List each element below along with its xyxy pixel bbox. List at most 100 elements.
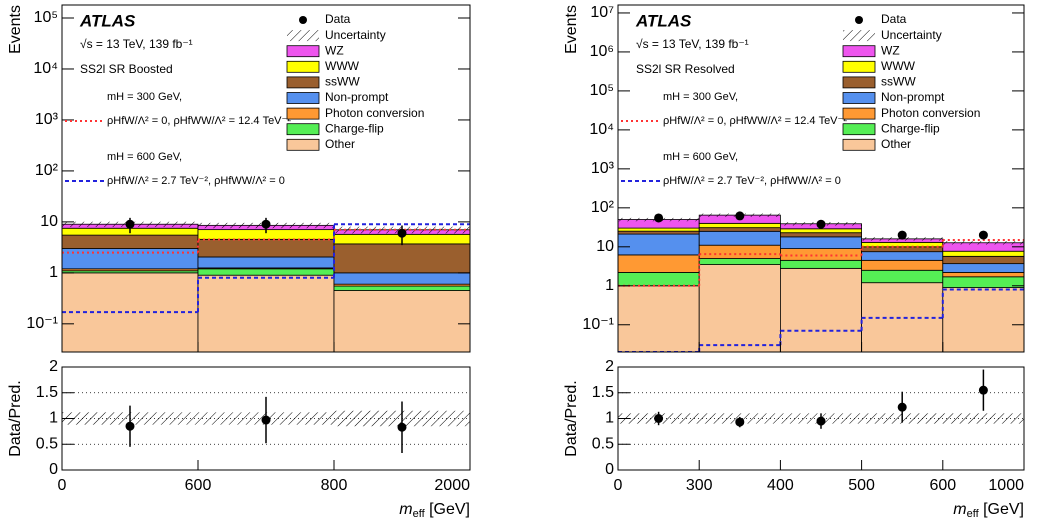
stack-segment [698, 244, 781, 259]
legend-label: Charge-flip [881, 121, 940, 135]
x-tick-label: 2000 [434, 477, 470, 494]
ratio-y-axis-label: Data/Pred. [7, 380, 24, 456]
stack-segment [333, 290, 470, 352]
y-axis-label: Events [563, 5, 580, 54]
signal-label: mH = 300 GeV, [107, 91, 182, 103]
y-tick-label: 2 [49, 358, 58, 375]
ratio-point [261, 415, 271, 425]
legend-swatch [842, 123, 876, 136]
stack-segment [942, 250, 1024, 257]
y-tick-label: 0.5 [592, 435, 614, 452]
x-tick-label: 400 [767, 477, 794, 494]
y-tick-label: 1 [605, 410, 614, 427]
y-tick-label: 10⁶ [590, 43, 614, 60]
signal-label: ρHfW/Λ² = 2.7 TeV⁻², ρHfWW/Λ² = 0 [107, 175, 285, 187]
data-point [978, 230, 988, 240]
x-label-unit: [GeV] [425, 501, 470, 518]
signal-label: mH = 300 GeV, [663, 91, 738, 103]
legend-label: Non-prompt [881, 90, 945, 104]
stack-segment [780, 259, 863, 269]
frame [61, 4, 471, 353]
legend-label: Photon conversion [325, 106, 424, 120]
stack-segment [62, 234, 199, 249]
legend-label: Other [325, 137, 355, 151]
y-tick-label: 10 [40, 213, 58, 230]
stack-segment [698, 230, 781, 246]
stack-segment [942, 255, 1024, 265]
stack-segment [942, 263, 1024, 273]
plot-area [618, 211, 1024, 352]
ratio-uncertainty-band [942, 413, 1024, 424]
data-point [261, 219, 271, 229]
x-label-symbol: m [399, 501, 412, 518]
stack-segment [618, 233, 700, 256]
legend-label: Non-prompt [325, 90, 389, 104]
legend-label: Data [325, 12, 351, 26]
legend-data-marker [855, 16, 863, 24]
experiment-label: ATLAS [635, 11, 692, 30]
legend-uncertainty-swatch [287, 30, 319, 42]
y-tick-label: 10⁵ [34, 9, 58, 26]
x-axis-label: meff [GeV] [953, 501, 1024, 520]
legend-swatch [842, 60, 876, 73]
stack-segment [698, 227, 781, 232]
x-tick-label: 0 [58, 477, 67, 494]
x-tick-label: 500 [848, 477, 875, 494]
stack-segment [333, 285, 470, 291]
stack-segment [197, 268, 335, 276]
ratio-y-axis-label: Data/Pred. [563, 380, 580, 456]
stack-segment [780, 232, 863, 238]
y-tick-label: 10⁴ [33, 60, 58, 77]
stack-segment [197, 238, 335, 258]
ratio-frame [617, 366, 1025, 471]
signal-label: mH = 600 GeV, [107, 151, 182, 163]
legend-swatch [286, 123, 320, 136]
legend-swatch [286, 76, 320, 89]
legend-label: WWW [881, 59, 916, 73]
stack-segment [861, 269, 944, 284]
x-label-subscript: eff [967, 508, 980, 520]
plot-area [62, 217, 470, 352]
signal-label: ρHfW/Λ² = 0, ρHfWW/Λ² = 12.4 TeV⁻² [107, 115, 291, 127]
x-axis-label: meff [GeV] [399, 501, 470, 520]
data-point [735, 211, 745, 221]
y-tick-label: 10⁴ [589, 121, 614, 138]
legend-swatch [842, 138, 876, 151]
ratio-point [897, 402, 907, 412]
energy-label: √s = 13 TeV, 139 fb⁻¹ [80, 37, 193, 51]
data-point [816, 219, 826, 229]
stack-segment [780, 228, 863, 234]
stack-segment [861, 282, 944, 352]
ratio-point [735, 417, 745, 427]
y-tick-label: 10⁻¹ [582, 316, 614, 333]
y-tick-label: 10⁵ [590, 82, 614, 99]
legend-swatch [286, 138, 320, 151]
stack-segment [942, 272, 1024, 278]
stack-segment [197, 274, 335, 352]
legend-label: Charge-flip [325, 121, 384, 135]
x-tick-label: 600 [185, 477, 212, 494]
ratio-point [816, 416, 826, 426]
y-tick-label: 1 [605, 277, 614, 294]
experiment-label: ATLAS [79, 11, 136, 30]
x-label-symbol: m [953, 501, 966, 518]
legend-label: Uncertainty [881, 28, 942, 42]
y-tick-label: 10² [591, 199, 615, 216]
x-tick-label: 600 [929, 477, 956, 494]
stack-segment [618, 227, 700, 232]
legend-label: WWW [325, 59, 360, 73]
stack-segment [333, 272, 470, 285]
legend-data-marker [299, 16, 307, 24]
y-tick-label: 1 [49, 410, 58, 427]
legend-swatch [286, 60, 320, 73]
legend-swatch [286, 107, 320, 120]
data-point [397, 228, 407, 238]
y-tick-label: 1 [49, 264, 58, 281]
x-tick-label: 1000 [988, 477, 1024, 494]
y-tick-label: 1.5 [592, 384, 614, 401]
data-point [897, 230, 907, 240]
stack-segment [62, 272, 199, 352]
stack-segment [618, 254, 700, 273]
stack-segment [780, 267, 863, 352]
legend-swatch [842, 45, 876, 58]
